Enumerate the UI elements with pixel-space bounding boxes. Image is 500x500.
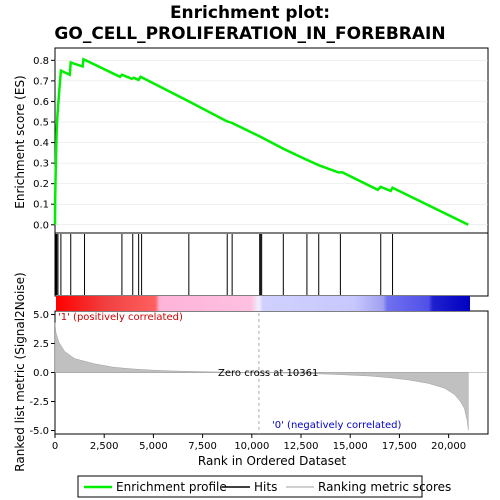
negative-correlation-label: '0' (negatively correlated): [272, 420, 401, 431]
es-y-tick-label: 0.4: [33, 138, 49, 149]
enrichment-profile-line: [53, 57, 469, 226]
metric-y-tick-label: 5.0: [33, 310, 49, 321]
es-y-tick-label: 0.5: [33, 118, 49, 129]
ranking-metric-area: [54, 322, 469, 431]
x-tick-label: 15,000: [333, 441, 368, 452]
x-tick-label: 20,000: [431, 441, 466, 452]
metric-y-tick-label: 2.5: [33, 339, 49, 350]
x-tick-label: 5,000: [139, 441, 168, 452]
es-y-axis-label: Enrichment score (ES): [13, 75, 27, 208]
metric-y-tick-label: -5.0: [29, 426, 49, 437]
es-y-tick-label: 0.8: [33, 56, 49, 67]
ranking-color-bar: [56, 296, 470, 311]
es-y-tick-label: 0.7: [33, 76, 49, 87]
zero-cross-label: Zero cross at 10361: [218, 368, 318, 379]
x-tick-label: 10,000: [234, 441, 269, 452]
x-axis-label: Rank in Ordered Dataset: [198, 454, 346, 468]
metric-y-tick-label: 0.0: [33, 368, 49, 379]
x-tick-label: 17,500: [382, 441, 417, 452]
es-y-tick-label: 0.6: [33, 97, 49, 108]
legend-hits-label: Hits: [254, 480, 277, 494]
x-tick-label: 0: [52, 441, 58, 452]
hits-panel-frame: [54, 232, 489, 297]
chart-title-line2: GO_CELL_PROLIFERATION_IN_FOREBRAIN: [54, 24, 446, 44]
x-tick-label: 2,500: [90, 441, 119, 452]
legend-enrichment-label: Enrichment profile: [116, 480, 227, 494]
es-y-tick-label: 0.2: [33, 179, 49, 190]
es-y-tick-label: 0.3: [33, 159, 49, 170]
metric-y-axis-label: Ranked list metric (Signal2Noise): [13, 272, 27, 471]
es-y-tick-label: 0.1: [33, 200, 49, 211]
legend-metric-label: Ranking metric scores: [318, 480, 451, 494]
positive-correlation-label: '1' (positively correlated): [58, 312, 183, 323]
es-panel-frame: [54, 47, 489, 234]
chart-title-line1: Enrichment plot:: [169, 3, 331, 23]
x-tick-label: 12,500: [284, 441, 319, 452]
metric-y-tick-label: -2.5: [29, 397, 49, 408]
x-tick-label: 7,500: [188, 441, 217, 452]
es-y-tick-label: 0.0: [33, 220, 49, 231]
